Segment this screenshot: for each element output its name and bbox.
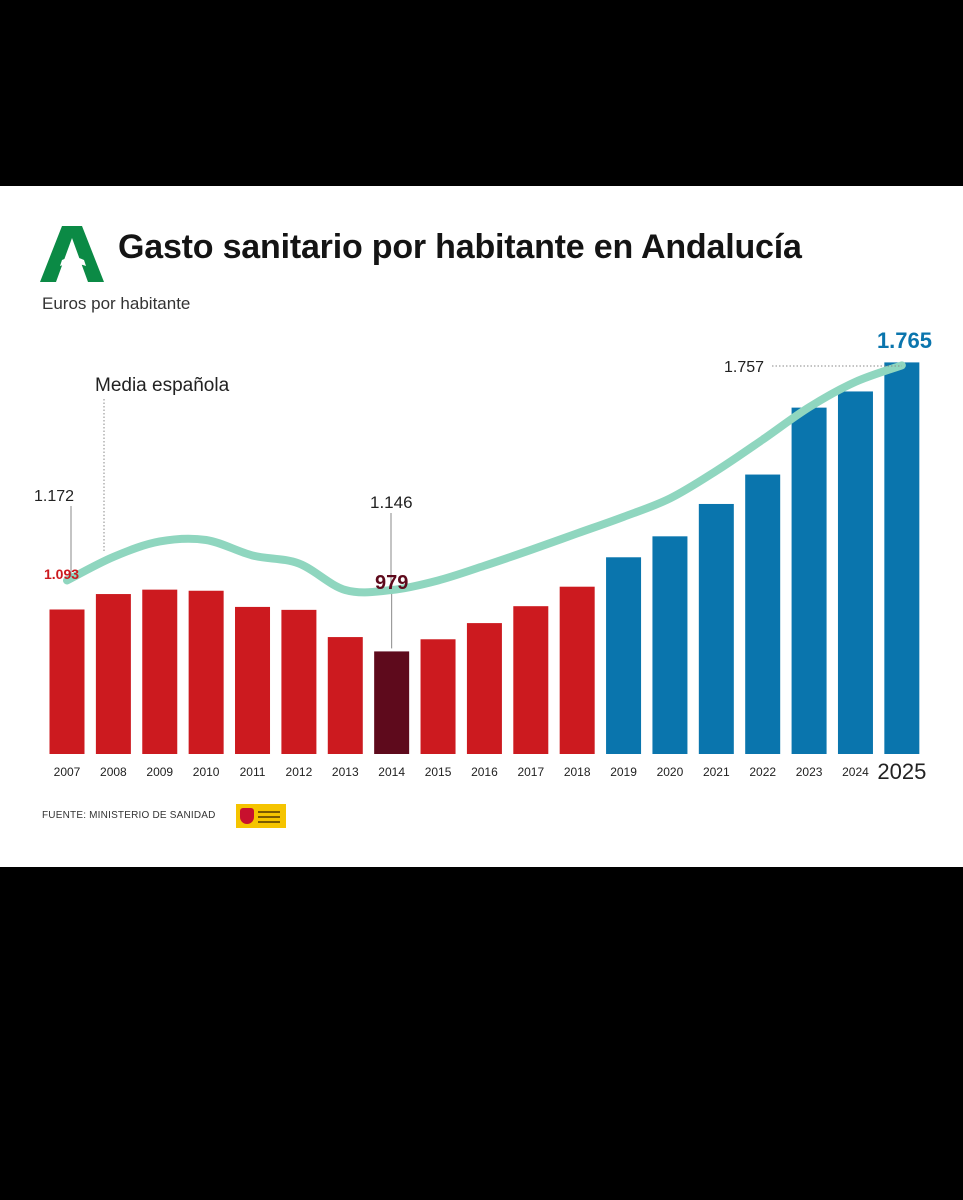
data-label-bar-2007: 1.093 xyxy=(44,566,79,582)
bar-2018 xyxy=(559,586,595,754)
bar-2015 xyxy=(420,639,456,754)
coat-of-arms-icon xyxy=(240,808,254,824)
x-tick-label: 2016 xyxy=(471,765,498,779)
x-tick-label: 2020 xyxy=(657,765,684,779)
bar-2010 xyxy=(188,590,224,754)
x-tick-label: 2021 xyxy=(703,765,730,779)
junta-andalucia-logo xyxy=(40,226,104,282)
source-note: FUENTE: MINISTERIO DE SANIDAD xyxy=(42,810,216,821)
x-tick-label: 2007 xyxy=(54,765,81,779)
chart-subtitle: Euros por habitante xyxy=(42,294,191,313)
x-tick-label: 2011 xyxy=(240,765,266,779)
x-tick-label: 2024 xyxy=(842,765,869,779)
x-tick-label: 2013 xyxy=(332,765,359,779)
x-tick-label: 2014 xyxy=(378,765,405,779)
bar-2019 xyxy=(606,557,642,754)
x-tick-label: 2019 xyxy=(610,765,637,779)
chart-title: Gasto sanitario por habitante en Andaluc… xyxy=(118,228,802,266)
bar-2014 xyxy=(374,651,410,754)
x-tick-label: 2025 xyxy=(877,759,926,784)
bar-2024 xyxy=(837,391,873,754)
ministry-logo xyxy=(236,804,286,828)
bar-2020 xyxy=(652,536,688,754)
bar-2025 xyxy=(884,362,920,754)
x-tick-label: 2008 xyxy=(100,765,127,779)
series-line-media-espanola xyxy=(63,361,906,597)
x-tick-label: 2017 xyxy=(517,765,544,779)
data-label-bar-2025: 1.765 xyxy=(877,328,932,353)
bar-2007 xyxy=(49,609,85,754)
data-label-line-2014: 1.146 xyxy=(370,493,413,512)
x-tick-label: 2023 xyxy=(796,765,823,779)
x-tick-label: 2018 xyxy=(564,765,591,779)
bar-2008 xyxy=(95,594,131,754)
bar-2021 xyxy=(698,503,734,754)
data-label-line-2007: 1.172 xyxy=(34,488,74,505)
x-tick-label: 2022 xyxy=(749,765,776,779)
data-label-bar-2014: 979 xyxy=(375,572,408,594)
x-tick-label: 2010 xyxy=(193,765,220,779)
bar-2022 xyxy=(745,474,781,754)
line-series-label: Media española xyxy=(95,375,230,396)
x-tick-label: 2015 xyxy=(425,765,452,779)
x-tick-label: 2009 xyxy=(146,765,173,779)
bar-2013 xyxy=(327,637,363,754)
chart-card: Gasto sanitario por habitante en Andaluc… xyxy=(0,186,963,867)
x-tick-label: 2012 xyxy=(286,765,313,779)
chart-plot: 2007 2008 2009 2010 2011 2012 2013 2014 2015 2016… xyxy=(34,328,932,784)
bar-2012 xyxy=(281,609,317,754)
bar-2016 xyxy=(466,623,502,754)
bar-2023 xyxy=(791,407,827,754)
bar-2009 xyxy=(142,589,178,754)
bar-2017 xyxy=(513,606,549,754)
bar-2011 xyxy=(235,606,271,754)
data-label-line-2025: 1.757 xyxy=(724,359,764,376)
